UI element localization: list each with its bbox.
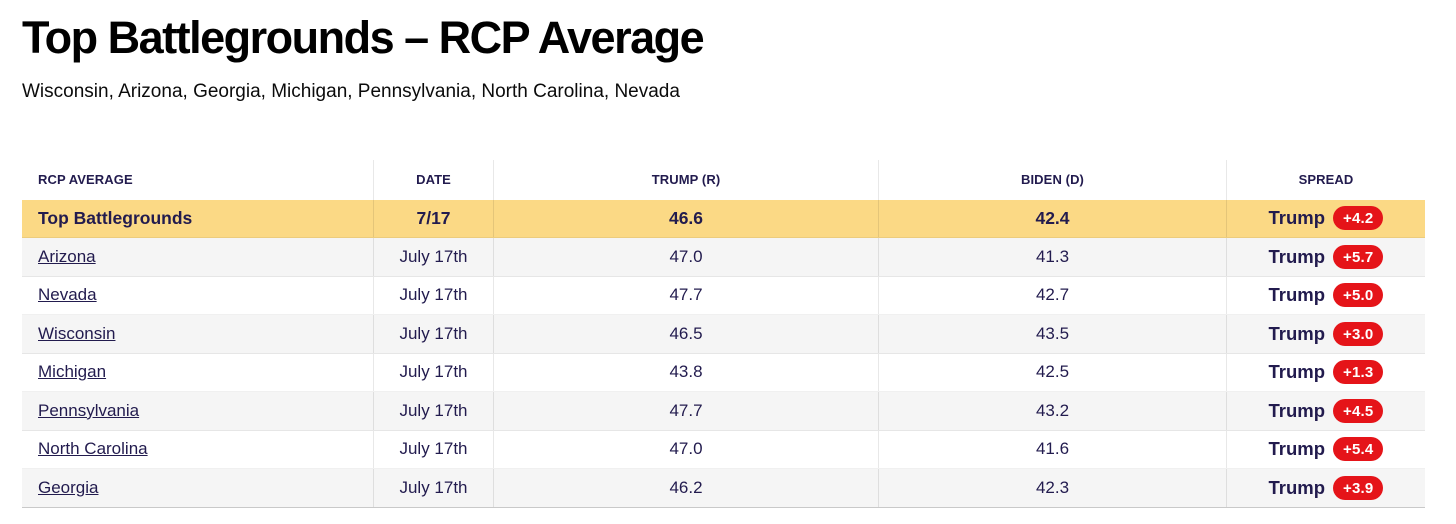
biden-value-cell: 41.6 — [878, 430, 1226, 468]
spread-party-label: Trump — [1268, 399, 1326, 421]
spread-party-label: Trump — [1268, 438, 1326, 460]
spread-cell: Trump +3.0 — [1226, 315, 1425, 353]
biden-value-cell: 43.5 — [878, 315, 1226, 353]
page: Top Battlegrounds – RCP Average Wisconsi… — [22, 12, 1425, 508]
column-header-spread: Spread — [1226, 159, 1425, 200]
spread-party-label: Trump — [1268, 476, 1326, 498]
spread-party-label: Trump — [1268, 245, 1326, 267]
state-link-north-carolina[interactable]: North Carolina — [38, 439, 148, 459]
date-cell: July 17th — [373, 315, 493, 353]
date-cell: July 17th — [373, 238, 493, 276]
trump-value-cell: 43.8 — [493, 353, 878, 391]
column-header-trump: Trump (R) — [493, 159, 878, 200]
state-link-nevada[interactable]: Nevada — [38, 285, 97, 305]
spread-cell: Trump +4.2 — [1226, 199, 1425, 237]
row-label-cell: Top Battlegrounds — [22, 200, 373, 238]
state-link-wisconsin[interactable]: Wisconsin — [38, 323, 116, 343]
spread-value-badge: +5.0 — [1333, 283, 1384, 308]
date-cell: July 17th — [373, 430, 493, 468]
column-header-date: Date — [373, 159, 493, 200]
spread-cell: Trump +4.5 — [1226, 392, 1425, 430]
spread-value-badge: +3.9 — [1333, 475, 1384, 500]
state-link-pennsylvania[interactable]: Pennsylvania — [38, 400, 140, 420]
row-label-cell: North Carolina — [22, 431, 373, 469]
table-row-michigan: Michigan July 17th 43.8 42.5 Trump +1.3 — [22, 353, 1425, 392]
polling-average-table: RCP Average Date Trump (R) Biden (D) Spr… — [22, 159, 1425, 508]
trump-value-cell: 47.0 — [493, 238, 878, 276]
date-cell: July 17th — [373, 469, 493, 507]
spread-party-label: Trump — [1268, 361, 1326, 383]
table-row-georgia: Georgia July 17th 46.2 42.3 Trump +3.9 — [22, 469, 1425, 508]
table-row-top-battlegrounds: Top Battlegrounds 7/17 46.6 42.4 Trump +… — [22, 199, 1425, 238]
biden-value-cell: 41.3 — [878, 238, 1226, 276]
trump-value-cell: 47.7 — [493, 392, 878, 430]
spread-value-badge: +5.7 — [1333, 244, 1384, 269]
spread-party-label: Trump — [1268, 207, 1326, 229]
spread-cell: Trump +5.0 — [1226, 276, 1425, 314]
state-link-michigan[interactable]: Michigan — [38, 362, 107, 382]
row-label-cell: Wisconsin — [22, 315, 373, 353]
trump-value-cell: 47.7 — [493, 276, 878, 314]
spread-value-badge: +4.2 — [1333, 206, 1384, 231]
biden-value-cell: 42.3 — [878, 469, 1226, 507]
row-label-cell: Michigan — [22, 354, 373, 392]
biden-value-cell: 42.4 — [878, 199, 1226, 237]
spread-cell: Trump +3.9 — [1226, 469, 1425, 507]
table-header-row: RCP Average Date Trump (R) Biden (D) Spr… — [22, 159, 1425, 200]
table-row-wisconsin: Wisconsin July 17th 46.5 43.5 Trump +3.0 — [22, 315, 1425, 354]
spread-cell: Trump +5.4 — [1226, 430, 1425, 468]
column-header-rcp-average: RCP Average — [38, 172, 133, 187]
trump-value-cell: 47.0 — [493, 430, 878, 468]
trump-value-cell: 46.6 — [493, 199, 878, 237]
state-link-arizona[interactable]: Arizona — [38, 246, 96, 266]
table-row-arizona: Arizona July 17th 47.0 41.3 Trump +5.7 — [22, 238, 1425, 277]
date-cell: July 17th — [373, 276, 493, 314]
table-row-pennsylvania: Pennsylvania July 17th 47.7 43.2 Trump +… — [22, 392, 1425, 431]
row-label-cell: Georgia — [22, 469, 373, 507]
spread-value-badge: +4.5 — [1333, 398, 1384, 423]
date-cell: July 17th — [373, 353, 493, 391]
trump-value-cell: 46.2 — [493, 469, 878, 507]
row-label-cell: Nevada — [22, 277, 373, 315]
spread-party-label: Trump — [1268, 322, 1326, 344]
row-label-cell: Pennsylvania — [22, 392, 373, 430]
biden-value-cell: 43.2 — [878, 392, 1226, 430]
state-link-georgia[interactable]: Georgia — [38, 477, 99, 497]
spread-party-label: Trump — [1268, 284, 1326, 306]
column-header-biden: Biden (D) — [878, 159, 1226, 200]
biden-value-cell: 42.7 — [878, 276, 1226, 314]
spread-value-badge: +1.3 — [1333, 360, 1384, 385]
table-row-north-carolina: North Carolina July 17th 47.0 41.6 Trump… — [22, 430, 1425, 469]
date-cell: July 17th — [373, 392, 493, 430]
row-label-cell: Arizona — [22, 238, 373, 276]
table-row-nevada: Nevada July 17th 47.7 42.7 Trump +5.0 — [22, 276, 1425, 315]
row-label: Top Battlegrounds — [38, 207, 193, 228]
spread-cell: Trump +5.7 — [1226, 238, 1425, 276]
date-cell: 7/17 — [373, 199, 493, 237]
spread-cell: Trump +1.3 — [1226, 353, 1425, 391]
page-title: Top Battlegrounds – RCP Average — [22, 12, 705, 63]
trump-value-cell: 46.5 — [493, 315, 878, 353]
spread-value-badge: +3.0 — [1333, 321, 1384, 346]
biden-value-cell: 42.5 — [878, 353, 1226, 391]
page-subtitle: Wisconsin, Arizona, Georgia, Michigan, P… — [22, 80, 680, 102]
spread-value-badge: +5.4 — [1333, 437, 1384, 462]
